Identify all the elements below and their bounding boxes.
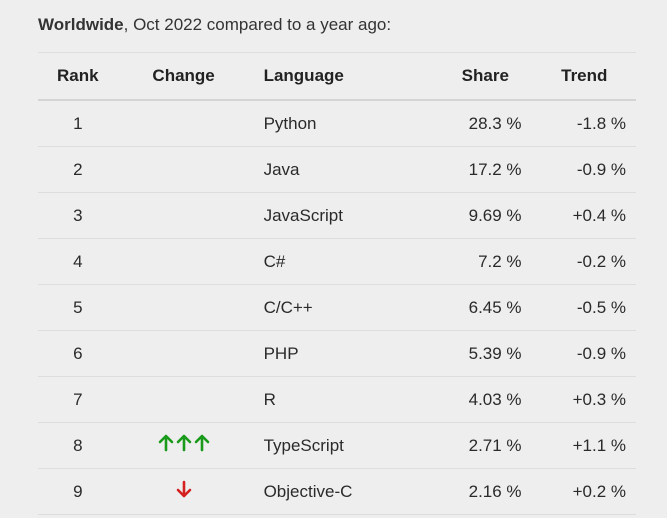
rank-up-indicator bbox=[158, 434, 210, 452]
green-up-arrow-icon bbox=[176, 434, 191, 452]
trend-cell: -0.9 % bbox=[532, 330, 636, 377]
red-down-arrow-icon bbox=[176, 480, 191, 498]
language-cell: R bbox=[249, 376, 419, 423]
table-body: 1 Python 28.3 % -1.8 % 2 Java 17.2 % -0.9 % 3 Jav… bbox=[38, 100, 636, 515]
header-rank: Rank bbox=[38, 52, 118, 101]
change-cell bbox=[117, 468, 250, 515]
share-cell: 5.39 % bbox=[418, 330, 533, 377]
rank-cell: 3 bbox=[38, 192, 118, 239]
share-cell: 9.69 % bbox=[418, 192, 533, 239]
rank-cell: 9 bbox=[38, 468, 118, 515]
header-change: Change bbox=[117, 52, 250, 101]
change-cell bbox=[117, 422, 250, 469]
rank-cell: 7 bbox=[38, 376, 118, 423]
share-cell: 17.2 % bbox=[418, 146, 533, 193]
header-share: Share bbox=[418, 52, 533, 101]
table-row: 3 JavaScript 9.69 % +0.4 % bbox=[38, 192, 636, 239]
rank-cell: 5 bbox=[38, 284, 118, 331]
language-cell: Java bbox=[249, 146, 419, 193]
change-cell bbox=[117, 238, 250, 285]
header-row: Rank Change Language Share Trend bbox=[38, 52, 636, 101]
language-cell: Objective-C bbox=[249, 468, 419, 515]
trend-cell: -0.2 % bbox=[532, 238, 636, 285]
rank-cell: 6 bbox=[38, 330, 118, 377]
share-cell: 2.71 % bbox=[418, 422, 533, 469]
table-row: 4 C# 7.2 % -0.2 % bbox=[38, 238, 636, 285]
table-row: 8 TypeScript 2.71 % +1.1 % bbox=[38, 422, 636, 469]
green-up-arrow-icon bbox=[194, 434, 209, 452]
trend-cell: +0.4 % bbox=[532, 192, 636, 239]
caption-text: , Oct 2022 compared to a year ago: bbox=[123, 15, 392, 34]
change-cell bbox=[117, 146, 250, 193]
caption-region: Worldwide bbox=[38, 15, 124, 34]
change-cell bbox=[117, 284, 250, 331]
table-caption: Worldwide, Oct 2022 compared to a year a… bbox=[38, 15, 391, 35]
table-row: 5 C/C++ 6.45 % -0.5 % bbox=[38, 284, 636, 331]
language-cell: C# bbox=[249, 238, 419, 285]
rank-cell: 8 bbox=[38, 422, 118, 469]
green-up-arrow-icon bbox=[158, 434, 173, 452]
language-cell: C/C++ bbox=[249, 284, 419, 331]
change-cell bbox=[117, 192, 250, 239]
language-cell: JavaScript bbox=[249, 192, 419, 239]
trend-cell: -1.8 % bbox=[532, 100, 636, 147]
language-cell: TypeScript bbox=[249, 422, 419, 469]
table-row: 7 R 4.03 % +0.3 % bbox=[38, 376, 636, 423]
trend-cell: +1.1 % bbox=[532, 422, 636, 469]
trend-cell: -0.5 % bbox=[532, 284, 636, 331]
change-cell bbox=[117, 100, 250, 147]
share-cell: 28.3 % bbox=[418, 100, 533, 147]
table-row: 6 PHP 5.39 % -0.9 % bbox=[38, 330, 636, 377]
header-language: Language bbox=[249, 52, 419, 101]
share-cell: 7.2 % bbox=[418, 238, 533, 285]
language-cell: PHP bbox=[249, 330, 419, 377]
change-cell bbox=[117, 330, 250, 377]
header-trend: Trend bbox=[532, 52, 636, 101]
rank-down-indicator bbox=[176, 480, 192, 498]
table-header: Rank Change Language Share Trend bbox=[38, 52, 636, 101]
table-row: 1 Python 28.3 % -1.8 % bbox=[38, 100, 636, 147]
share-cell: 2.16 % bbox=[418, 468, 533, 515]
trend-cell: -0.9 % bbox=[532, 146, 636, 193]
trend-cell: +0.3 % bbox=[532, 376, 636, 423]
rank-cell: 4 bbox=[38, 238, 118, 285]
share-cell: 4.03 % bbox=[418, 376, 533, 423]
rank-cell: 1 bbox=[38, 100, 118, 147]
language-cell: Python bbox=[249, 100, 419, 147]
table-row: 9 Objective-C 2.16 % +0.2 % bbox=[38, 468, 636, 515]
trend-cell: +0.2 % bbox=[532, 468, 636, 515]
table-row: 2 Java 17.2 % -0.9 % bbox=[38, 146, 636, 193]
share-cell: 6.45 % bbox=[418, 284, 533, 331]
change-cell bbox=[117, 376, 250, 423]
language-ranking-table: Rank Change Language Share Trend 1 Python… bbox=[38, 52, 636, 515]
rank-cell: 2 bbox=[38, 146, 118, 193]
